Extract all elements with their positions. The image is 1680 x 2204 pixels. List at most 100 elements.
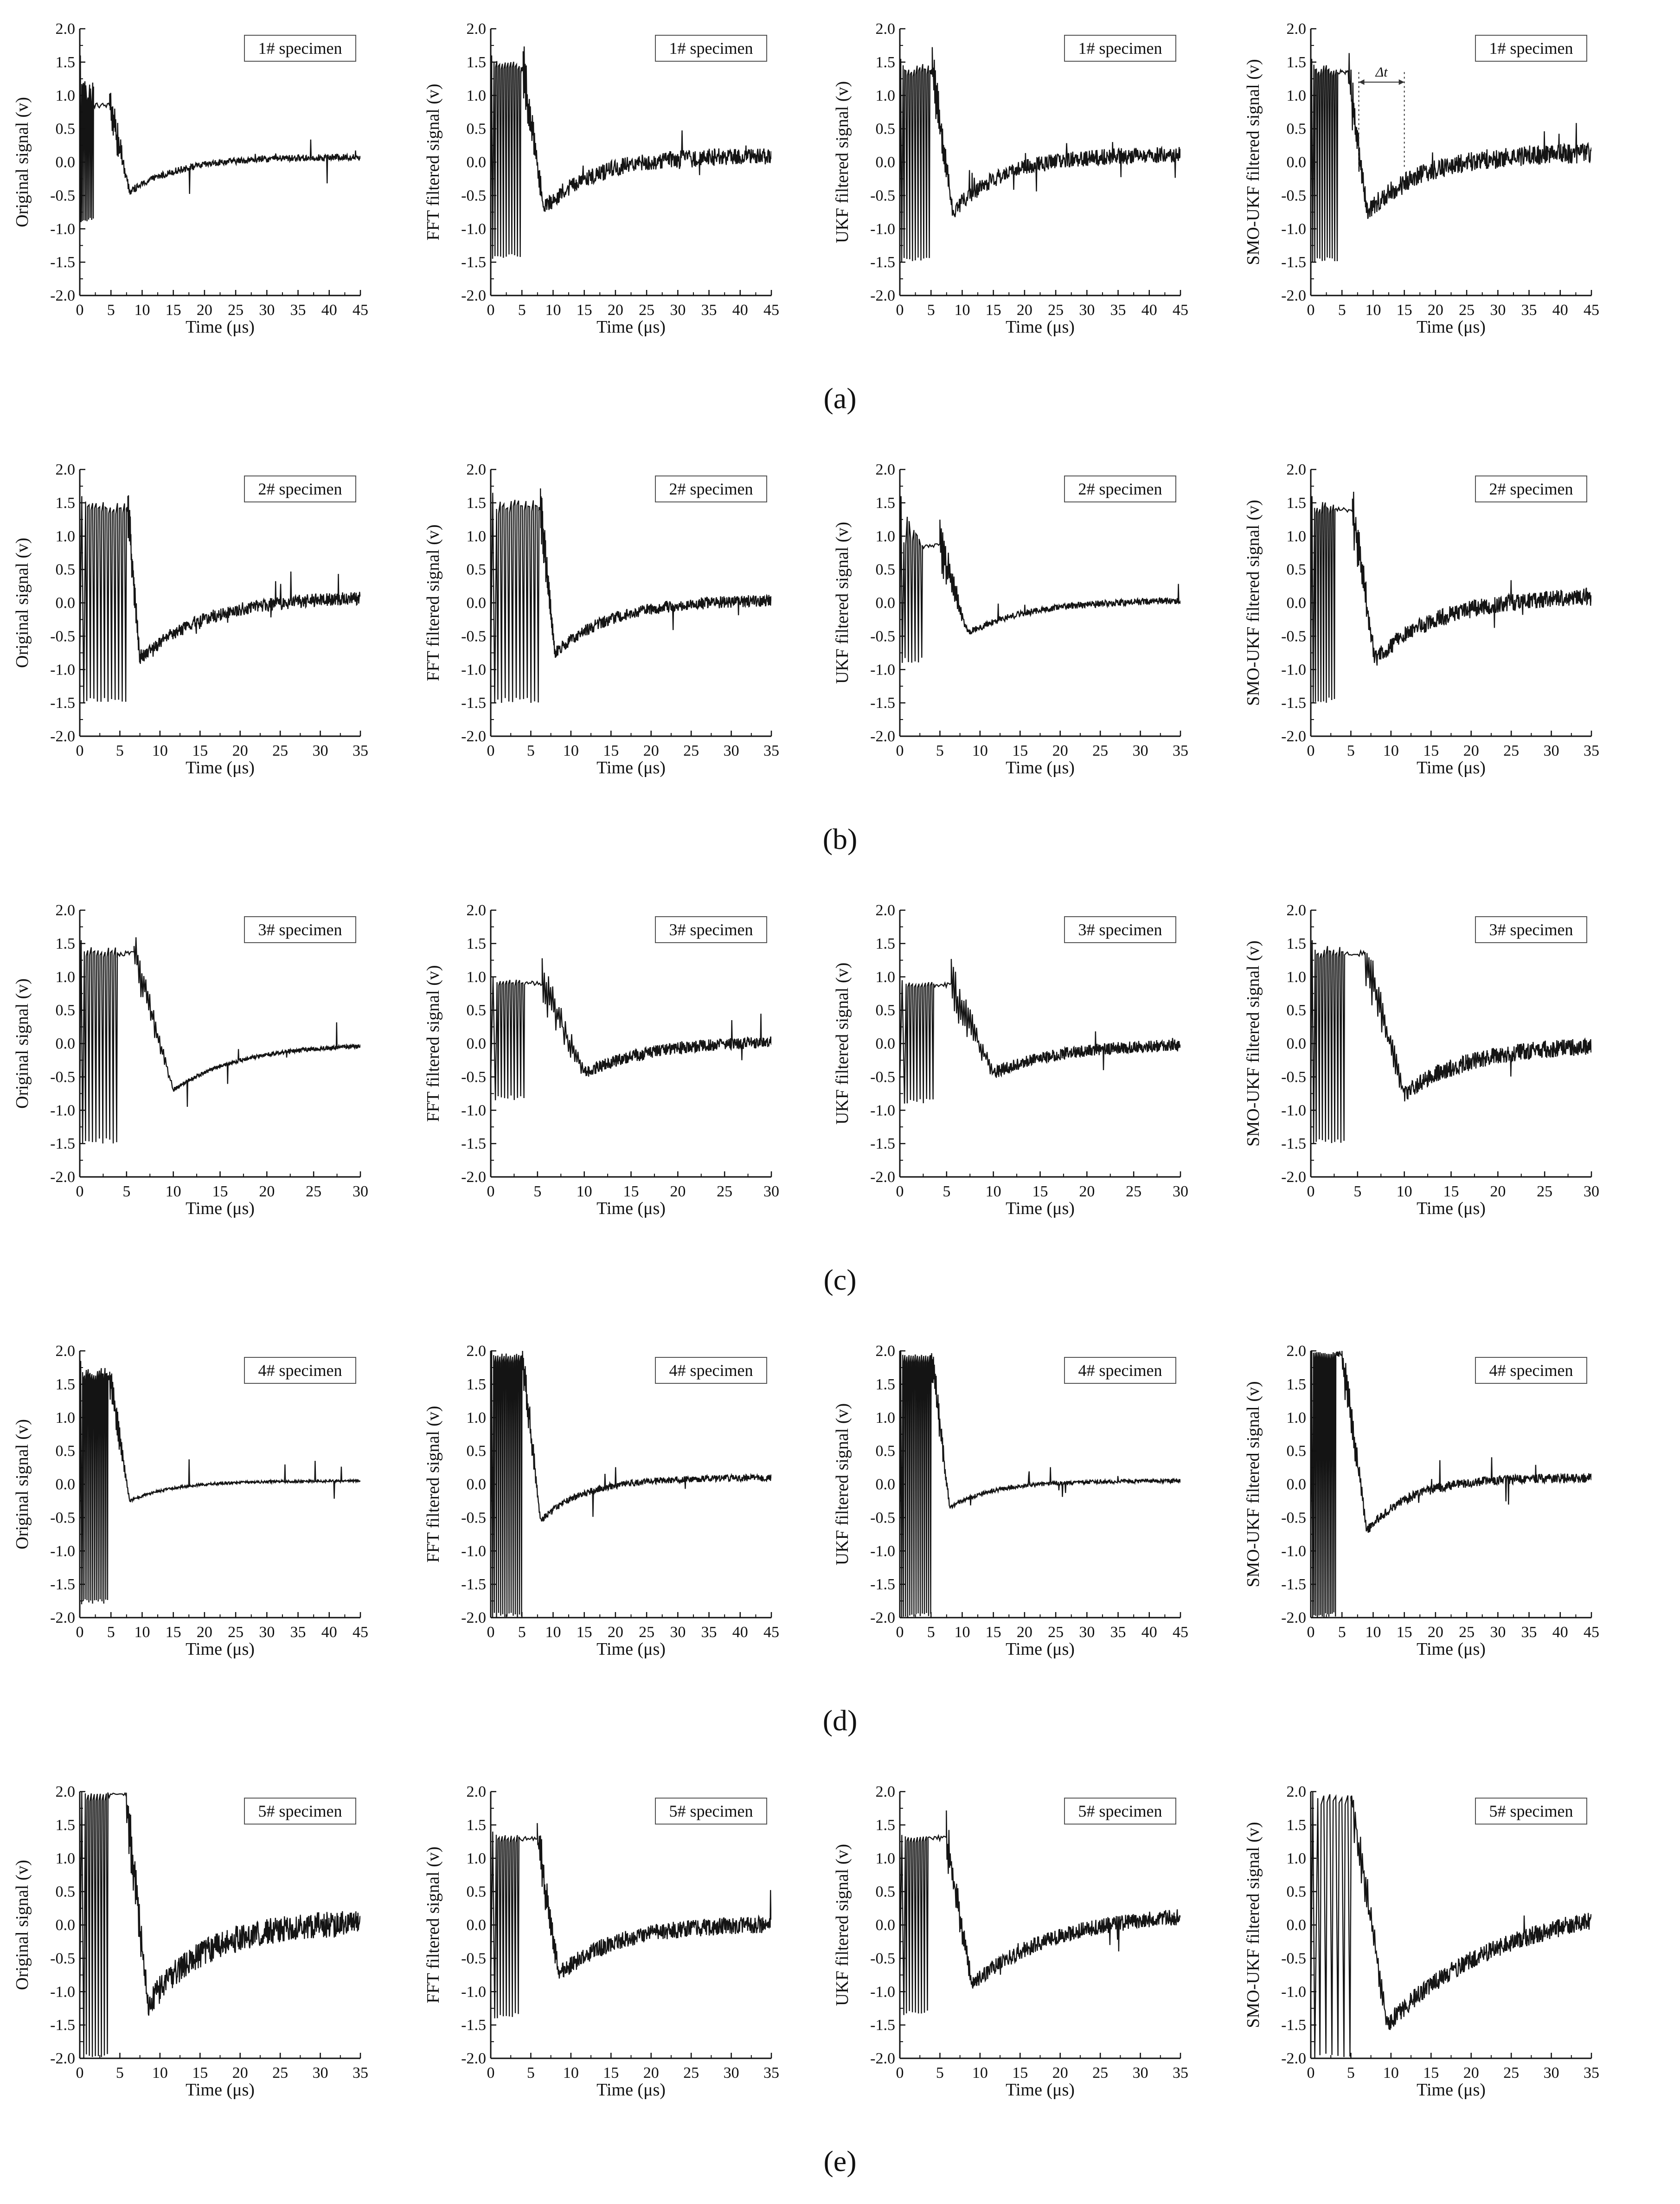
y-tick-label: 0.5 — [1287, 1883, 1307, 1901]
y-tick-label: 0.0 — [1287, 595, 1307, 612]
y-tick-label: -1.0 — [870, 1542, 895, 1560]
x-tick-label: 5 — [1338, 302, 1346, 319]
x-tick-label: 15 — [1032, 1183, 1048, 1200]
x-tick-label: 30 — [353, 1183, 368, 1200]
y-tick-label: 0.5 — [56, 1443, 76, 1460]
legend-box — [1064, 1357, 1176, 1384]
y-tick-label: -1.0 — [50, 1542, 75, 1560]
y-tick-label: -0.5 — [870, 1068, 895, 1086]
x-tick-label: 5 — [107, 302, 115, 319]
y-axis-label: UKF filtered signal (v) — [833, 81, 852, 243]
x-tick-label: 15 — [1423, 2064, 1439, 2082]
y-tick-label: 1.5 — [1287, 1376, 1307, 1393]
x-tick-label: 35 — [1584, 2064, 1599, 2082]
x-tick-label: 5 — [943, 1183, 950, 1200]
y-tick-label: -1.5 — [50, 1576, 75, 1593]
x-tick-label: 30 — [670, 302, 686, 319]
y-tick-label: -2.0 — [870, 1609, 895, 1626]
panel-grid: -2.0 -1.5 -1.0 -0.5 0.0 0.5 1.0 1.5 2.0 0 5 10 15 20 2… — [13, 20, 1599, 2100]
x-tick-label: 35 — [1173, 2064, 1188, 2082]
y-tick-label: 1.0 — [876, 1850, 896, 1867]
y-tick-label: 2.0 — [467, 20, 487, 38]
x-tick-label: 0 — [1307, 1624, 1315, 1641]
legend-label: 2# specimen — [669, 480, 753, 498]
y-tick-label: -1.0 — [50, 661, 75, 678]
y-tick-label: -1.5 — [50, 694, 75, 712]
x-tick-label: 45 — [1584, 302, 1599, 319]
x-tick-label: 15 — [623, 1183, 639, 1200]
y-axis-label: FFT filtered signal (v) — [423, 524, 443, 681]
y-tick-label: 2.0 — [467, 1343, 487, 1360]
y-tick-label: -1.0 — [461, 1542, 486, 1560]
y-tick-label: 1.5 — [1287, 935, 1307, 952]
x-tick-label: 0 — [1307, 742, 1315, 759]
x-axis-label: Time (μs) — [1417, 1199, 1486, 1218]
y-axis-label: SMO-UKF filtered signal (v) — [1244, 500, 1263, 706]
x-tick-label: 15 — [986, 1624, 1001, 1641]
panel-2-0: -2.0 -1.5 -1.0 -0.5 0.0 0.5 1.0 1.5 2.0 0 5 10 15 20 2… — [13, 902, 368, 1218]
x-tick-label: 40 — [732, 1624, 748, 1641]
y-axis-label: UKF filtered signal (v) — [833, 1844, 852, 2006]
x-tick-label: 5 — [1353, 1183, 1361, 1200]
x-tick-label: 25 — [1092, 2064, 1108, 2082]
y-tick-label: 0.5 — [876, 561, 896, 578]
y-tick-label: -1.0 — [1281, 1983, 1306, 2000]
x-tick-label: 20 — [643, 2064, 659, 2082]
panel-0-0: -2.0 -1.5 -1.0 -0.5 0.0 0.5 1.0 1.5 2.0 0 5 10 15 20 2… — [13, 20, 368, 337]
x-tick-label: 40 — [321, 1624, 337, 1641]
x-tick-label: 10 — [166, 1183, 181, 1200]
legend-label: 4# specimen — [258, 1361, 342, 1380]
y-tick-label: -2.0 — [461, 1609, 486, 1626]
x-tick-label: 0 — [76, 1183, 84, 1200]
x-tick-label: 10 — [954, 1624, 970, 1641]
x-tick-label: 0 — [76, 302, 84, 319]
x-axis-label: Time (μs) — [186, 317, 255, 337]
y-axis-label: FFT filtered signal (v) — [423, 1846, 443, 2003]
x-tick-label: 20 — [1079, 1183, 1095, 1200]
y-axis-label: SMO-UKF filtered signal (v) — [1244, 940, 1263, 1146]
x-axis-label: Time (μs) — [596, 317, 666, 337]
y-tick-label: 1.0 — [1287, 1409, 1307, 1426]
legend-box — [1064, 475, 1176, 502]
x-tick-label: 25 — [228, 1624, 244, 1641]
x-tick-label: 5 — [1338, 1624, 1346, 1641]
x-tick-label: 10 — [954, 302, 970, 319]
y-tick-label: -1.5 — [870, 694, 895, 712]
y-tick-label: 0.0 — [56, 1917, 76, 1934]
panel-2-1: -2.0 -1.5 -1.0 -0.5 0.0 0.5 1.0 1.5 2.0 0 5 10 15 20 2… — [423, 902, 779, 1218]
signal-line — [900, 959, 1180, 1104]
y-tick-label: -0.5 — [1281, 1068, 1306, 1086]
y-tick-label: 1.0 — [56, 528, 76, 545]
x-tick-label: 20 — [1463, 742, 1479, 759]
x-tick-label: 30 — [1544, 2064, 1559, 2082]
signal-line — [900, 496, 1180, 663]
y-tick-label: 1.5 — [56, 935, 76, 952]
y-tick-label: 0.5 — [467, 1883, 487, 1901]
x-tick-label: 45 — [763, 302, 779, 319]
x-tick-label: 10 — [1365, 1624, 1381, 1641]
x-tick-label: 10 — [134, 302, 150, 319]
y-axis-label: Original signal (v) — [13, 978, 32, 1109]
x-tick-label: 5 — [527, 742, 535, 759]
y-tick-label: 1.0 — [876, 87, 896, 104]
y-tick-label: 0.0 — [876, 595, 896, 612]
y-axis-label: Original signal (v) — [13, 1419, 32, 1549]
y-tick-label: 1.5 — [1287, 495, 1307, 512]
legend-box — [1475, 1798, 1587, 1825]
legend-box — [244, 1357, 356, 1384]
y-tick-label: -2.0 — [50, 728, 75, 745]
y-tick-label: 1.0 — [56, 1850, 76, 1867]
x-axis-label: Time (μs) — [1006, 1639, 1075, 1659]
x-tick-label: 40 — [1552, 302, 1568, 319]
x-tick-label: 40 — [321, 302, 337, 319]
x-tick-label: 0 — [896, 1624, 904, 1641]
signal-line — [491, 1351, 771, 1618]
x-tick-label: 5 — [533, 1183, 541, 1200]
delta-t-arrowhead-right — [1398, 79, 1404, 85]
panel-0-3: -2.0 -1.5 -1.0 -0.5 0.0 0.5 1.0 1.5 2.0 0 5 10 15 20 2… — [1244, 20, 1599, 337]
x-axis-label: Time (μs) — [1417, 758, 1486, 778]
y-axis-label: FFT filtered signal (v) — [423, 84, 443, 240]
x-axis-label: Time (μs) — [1006, 1199, 1075, 1218]
x-tick-label: 35 — [1110, 302, 1126, 319]
y-tick-label: 2.0 — [1287, 461, 1307, 478]
